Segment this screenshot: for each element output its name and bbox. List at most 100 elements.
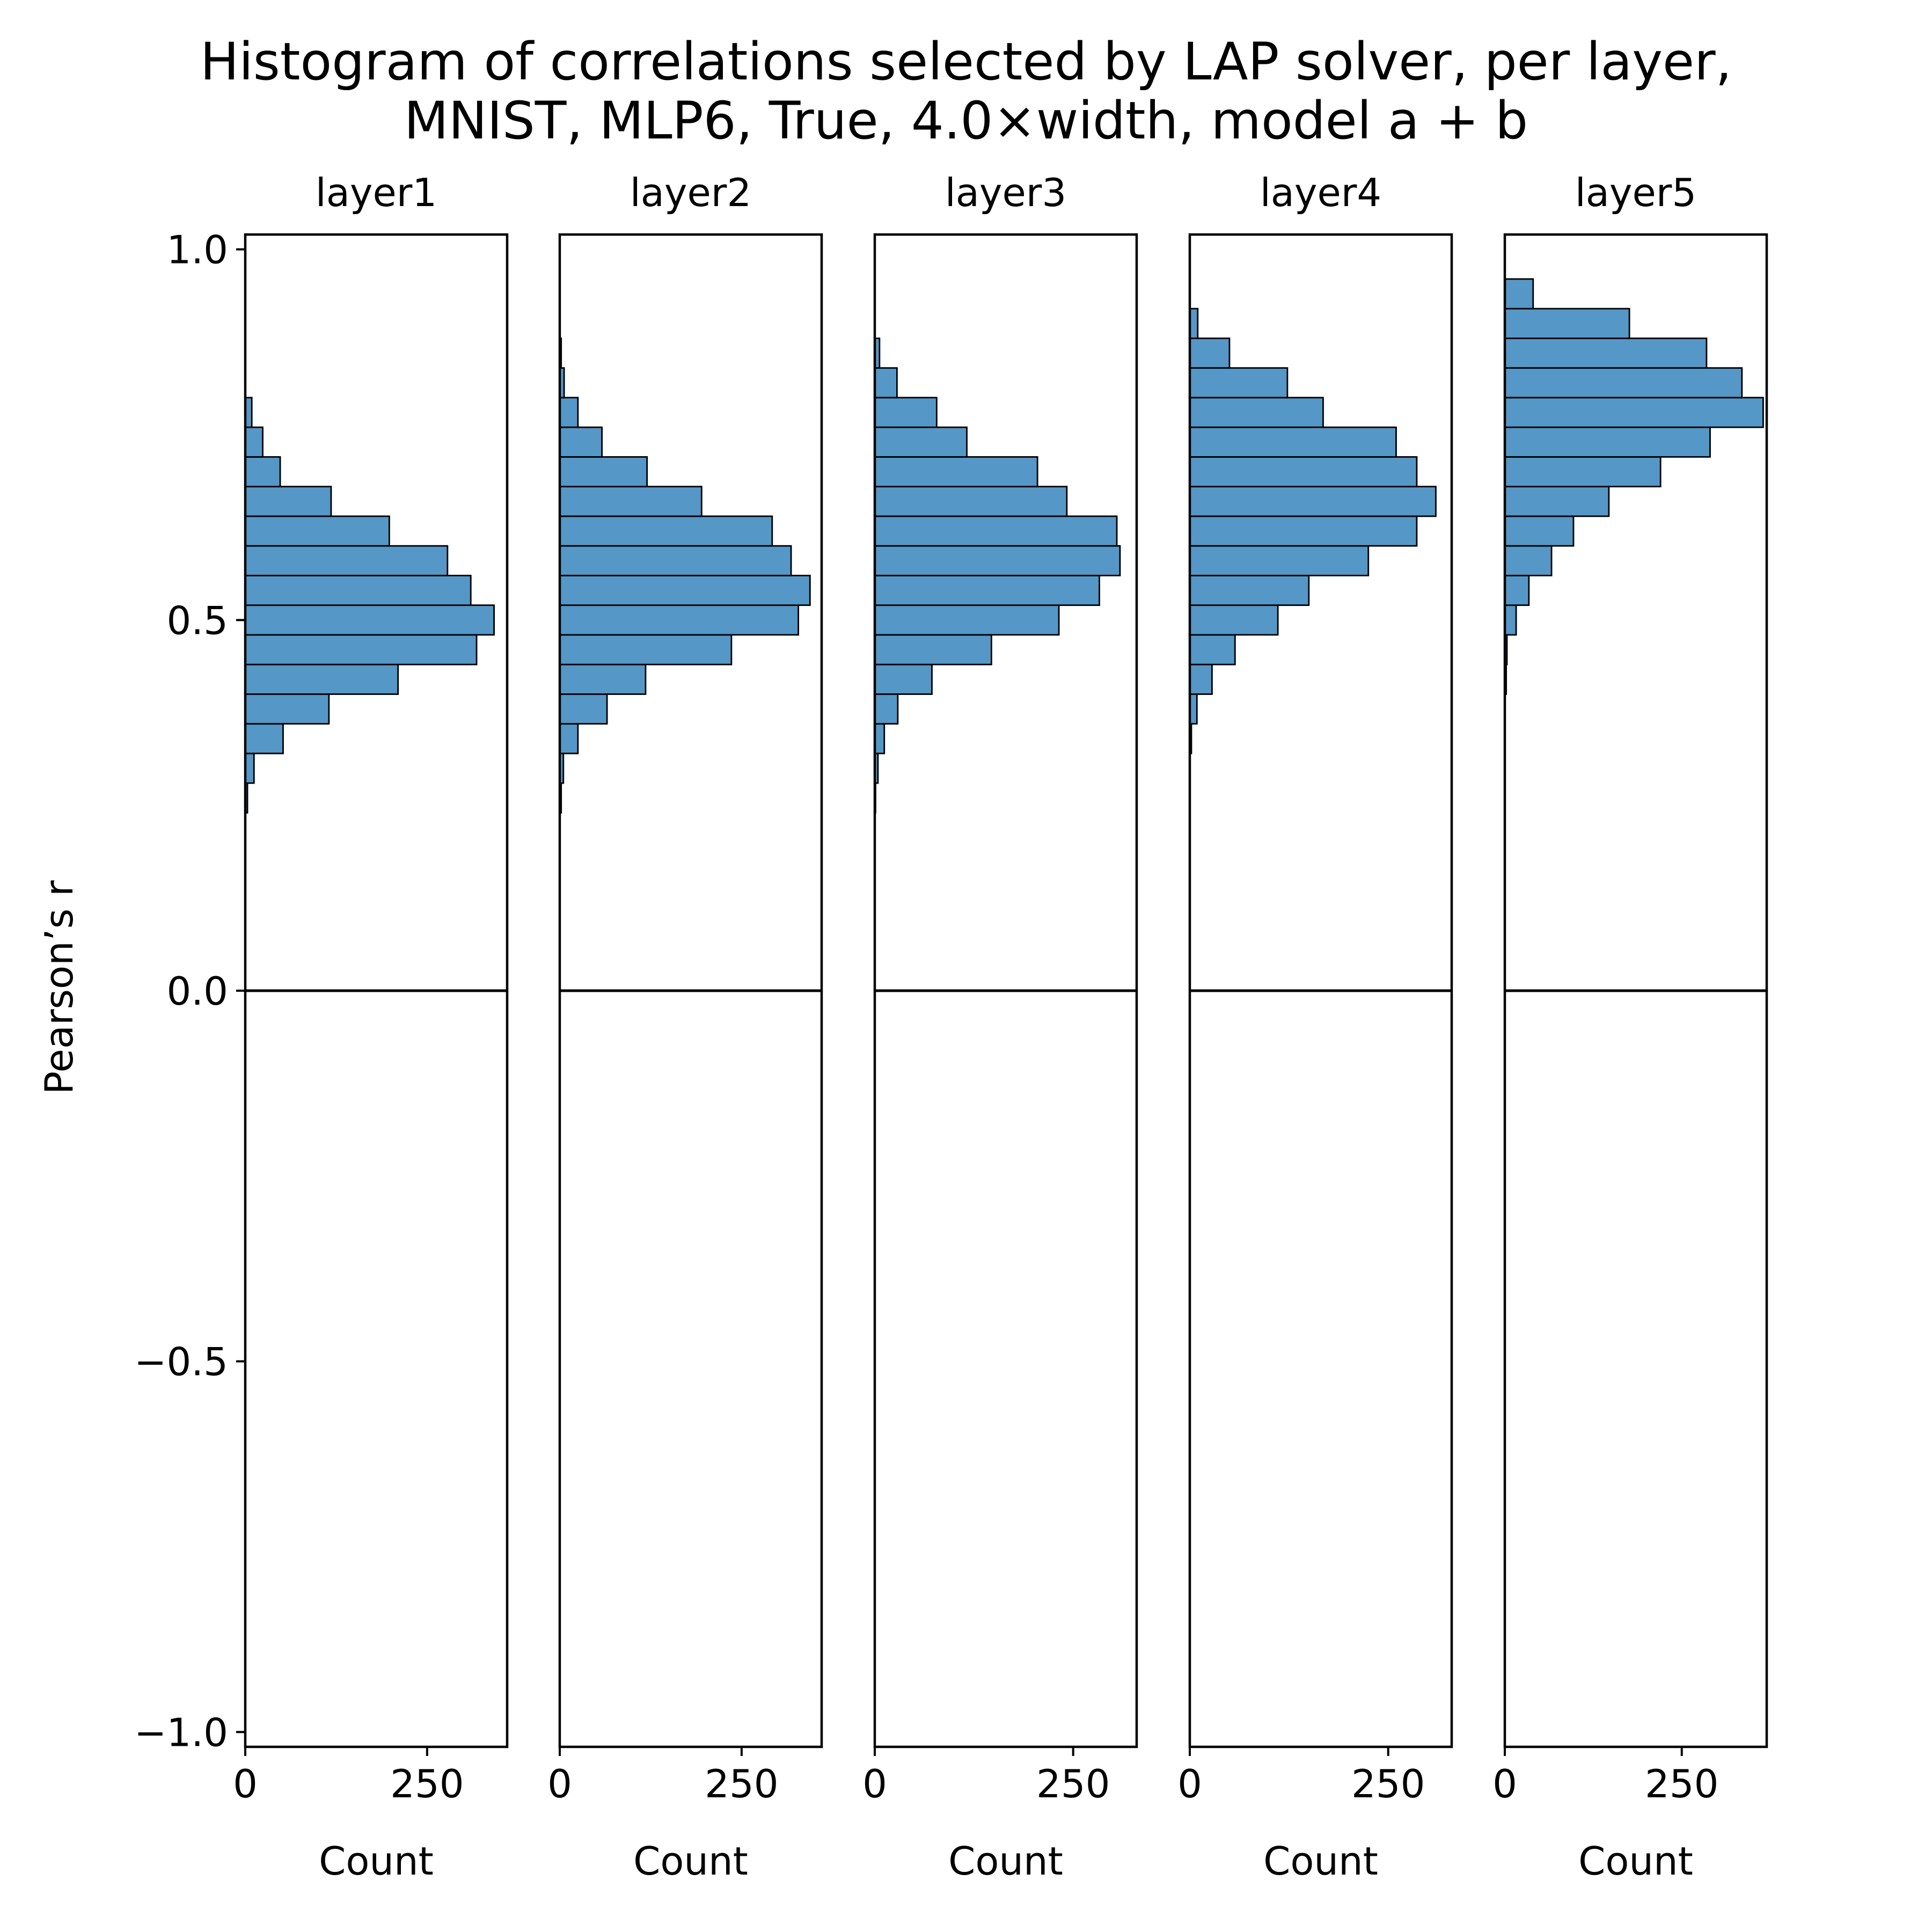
- histogram-bar: [1504, 456, 1662, 488]
- histogram-bar: [244, 575, 472, 606]
- y-axis-label: Pearson’s r: [36, 880, 82, 1094]
- histogram-bar: [874, 426, 968, 458]
- axes-frame: [558, 233, 823, 1748]
- histogram-bar: [244, 515, 390, 547]
- x-axis-label: Count: [1578, 1839, 1693, 1884]
- histogram-bar: [559, 426, 603, 458]
- x-axis-label: Count: [319, 1839, 434, 1884]
- histogram-bar: [1504, 278, 1534, 310]
- histogram-bar: [1504, 308, 1630, 339]
- histogram-bar: [1504, 367, 1743, 399]
- panel-layer4: layer4 0 250 Count: [1177, 170, 1453, 1884]
- x-tick-label: 0: [1177, 1761, 1202, 1806]
- histogram-bar: [1504, 575, 1530, 606]
- chart-title-line-2: MNIST, MLP6, True, 4.0×width, model a + …: [404, 91, 1528, 151]
- x-tick-label: 0: [1492, 1761, 1517, 1806]
- y-tick-label: −0.5: [134, 1340, 228, 1385]
- histogram-bar: [1504, 337, 1708, 369]
- histogram-bar: [1189, 663, 1213, 695]
- histogram-bar: [874, 545, 1121, 576]
- histogram-bar: [874, 515, 1118, 547]
- histogram-bar: [874, 486, 1068, 517]
- histogram-bar: [559, 634, 733, 665]
- histogram-bar: [559, 486, 702, 517]
- axes-frame: [1188, 233, 1453, 1748]
- histogram-bar: [1189, 545, 1370, 576]
- histogram-bar: [1504, 426, 1711, 458]
- histogram-bar: [559, 723, 579, 755]
- x-tick-label: 0: [233, 1761, 258, 1806]
- histogram-bar: [874, 604, 1060, 636]
- panel-layer3: layer3 0 250 Count: [862, 170, 1138, 1884]
- x-tick-label: 250: [1645, 1761, 1718, 1806]
- x-tick-label: 0: [547, 1761, 572, 1806]
- histogram-bar: [559, 515, 773, 547]
- histogram-bar: [874, 575, 1100, 606]
- histogram-bar: [1504, 545, 1553, 576]
- histogram-bar: [559, 693, 608, 725]
- histogram-bar: [1504, 486, 1610, 517]
- histogram-bar: [874, 723, 885, 755]
- panel-layer2: layer2 0 250 Count: [547, 170, 823, 1884]
- histogram-bar: [244, 545, 449, 576]
- histogram-bar: [1189, 575, 1310, 606]
- histogram-bar: [244, 486, 332, 517]
- y-tick-label: 1.0: [166, 228, 228, 273]
- histogram-bar: [244, 634, 478, 665]
- x-tick-label: 250: [390, 1761, 464, 1806]
- panel-title: layer2: [630, 170, 751, 215]
- histogram-bar: [874, 634, 992, 665]
- axes-frame: [1503, 233, 1768, 1748]
- histogram-bar: [559, 663, 647, 695]
- histogram-bar: [1189, 634, 1236, 665]
- histogram-bar: [1189, 367, 1289, 399]
- histogram-bar: [559, 575, 811, 606]
- histogram-bar: [874, 663, 933, 695]
- histogram-bar: [559, 545, 792, 576]
- histogram-bar: [1504, 397, 1764, 428]
- histogram-bar: [559, 456, 648, 488]
- histogram-bar: [874, 456, 1038, 488]
- histogram-bar: [1189, 426, 1397, 458]
- histogram-bar: [244, 693, 330, 725]
- histogram-bar: [1504, 604, 1517, 636]
- histogram-bar: [1189, 604, 1279, 636]
- histogram-bar: [559, 397, 579, 428]
- panel-title: layer5: [1575, 170, 1696, 215]
- histogram-bar: [244, 426, 264, 458]
- panel-title: layer1: [316, 170, 437, 215]
- y-tick-label: 0.5: [166, 598, 228, 643]
- histogram-bar: [874, 693, 899, 725]
- x-tick-label: 250: [1351, 1761, 1425, 1806]
- histogram-bar: [874, 367, 898, 399]
- panel-layer5: layer5 0 250 Count: [1492, 170, 1768, 1884]
- y-tick-label: 0.0: [166, 969, 228, 1014]
- histogram-bar: [244, 723, 284, 755]
- histogram-bar: [1189, 337, 1231, 369]
- chart-title-line-1: Histogram of correlations selected by LA…: [200, 32, 1732, 92]
- panel-layer1: layer1 0 250 Count 1.0 0.5 0.0 −0.5 −1.0: [134, 170, 509, 1884]
- x-axis-label: Count: [633, 1839, 748, 1884]
- histogram-bar: [1189, 456, 1418, 488]
- x-tick-label: 0: [862, 1761, 887, 1806]
- histogram-bar: [559, 604, 800, 636]
- histogram-bar: [244, 663, 399, 695]
- axes-frame: [873, 233, 1138, 1748]
- histogram-bar: [244, 456, 281, 488]
- histogram-bar: [244, 604, 495, 636]
- panels-group: layer1 0 250 Count 1.0 0.5 0.0 −0.5 −1.0 layer2 0 2…: [134, 170, 1768, 1884]
- x-tick-label: 250: [705, 1761, 778, 1806]
- x-tick-label: 250: [1036, 1761, 1110, 1806]
- histogram-bar: [1504, 515, 1575, 547]
- y-tick-label: −1.0: [134, 1710, 228, 1755]
- histogram-bar: [1189, 486, 1437, 517]
- x-axis-label: Count: [948, 1839, 1063, 1884]
- histogram-bar: [244, 752, 255, 784]
- histogram-bar: [1189, 515, 1418, 547]
- x-axis-label: Count: [1263, 1839, 1378, 1884]
- histogram-bar: [874, 397, 938, 428]
- histogram-bar: [1189, 397, 1324, 428]
- panel-title: layer3: [945, 170, 1066, 215]
- panel-title: layer4: [1260, 170, 1381, 215]
